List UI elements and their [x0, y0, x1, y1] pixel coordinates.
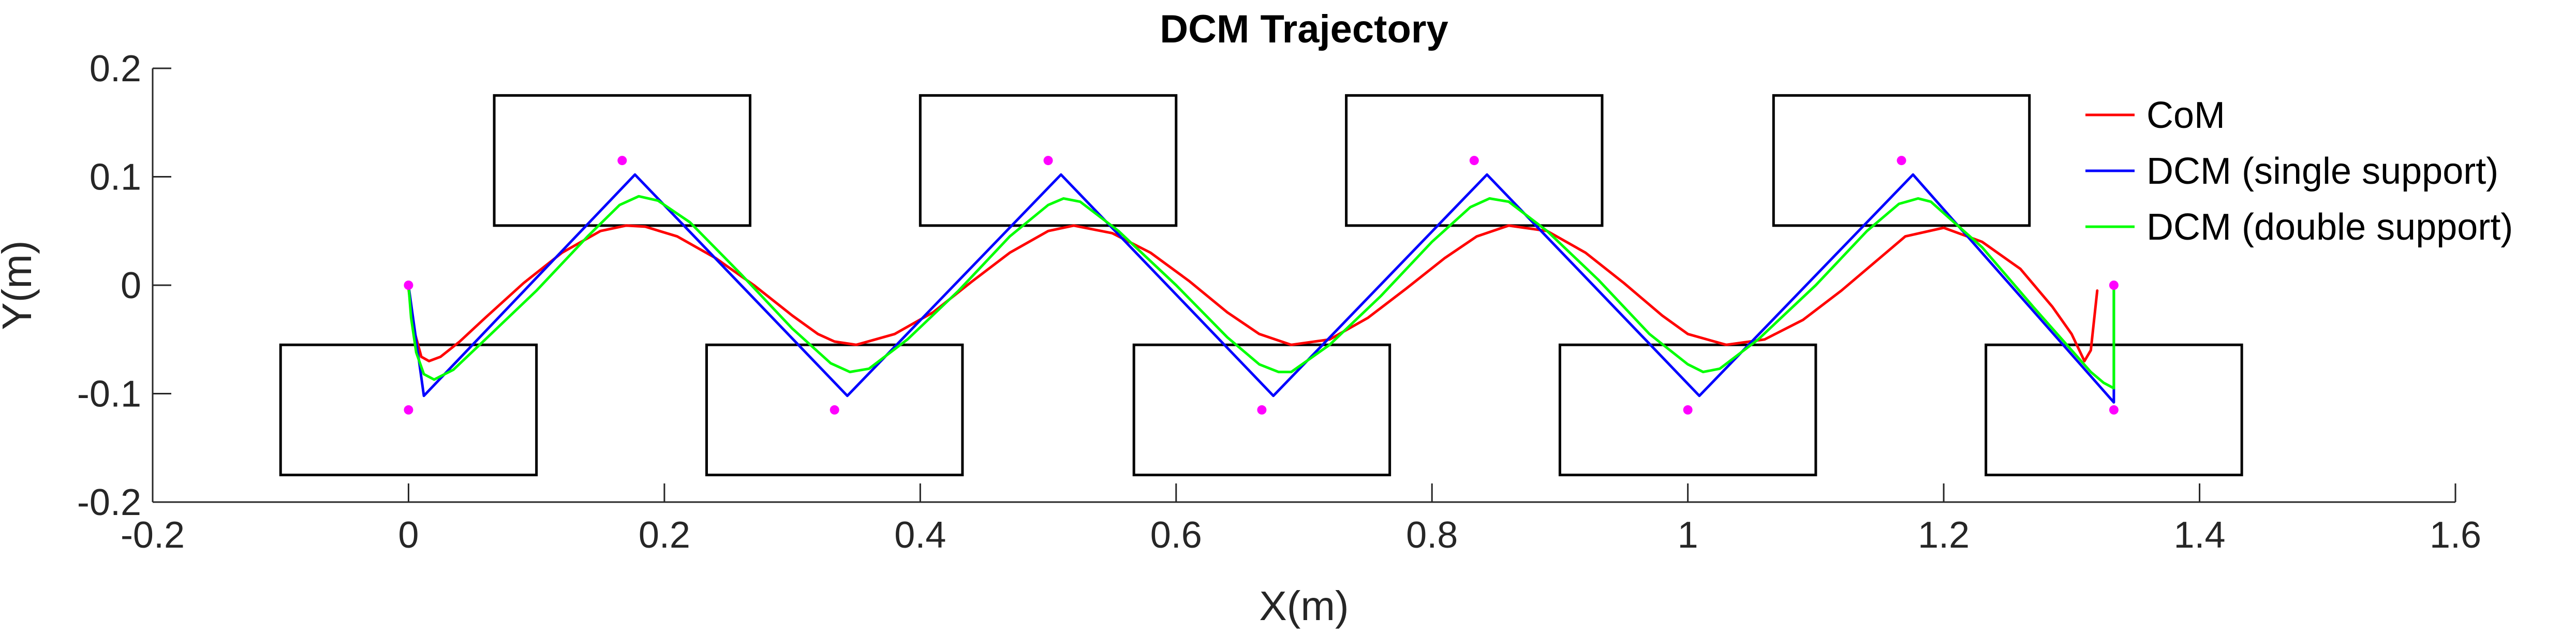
legend: CoM DCM (single support) DCM (double suppo…: [2085, 95, 2513, 248]
chart-title: DCM Trajectory: [1160, 7, 1448, 51]
series-lines: [407, 173, 2115, 404]
x-tick-label: 1.4: [2174, 515, 2226, 556]
x-tick-label: 0: [398, 515, 419, 556]
foot-position-points: [404, 156, 2119, 415]
x-axis-label: X(m): [1259, 583, 1349, 629]
foothold-rect: [1132, 343, 1391, 477]
legend-label: DCM (single support): [2146, 151, 2498, 192]
x-tick-label: 1: [1678, 515, 1698, 556]
foot-position-point: [1683, 405, 1693, 415]
foothold-rect: [919, 94, 1178, 227]
y-tick-label: 0: [121, 265, 141, 306]
x-tick-label: 0.6: [1150, 515, 1202, 556]
foothold-rect: [1345, 94, 1604, 227]
foot-position-point: [617, 156, 627, 166]
foot-position-point: [1257, 405, 1267, 415]
x-tick-label: 1.2: [1918, 515, 1970, 556]
y-axis-label: Y(m): [0, 240, 40, 330]
x-tick-label: 0.2: [639, 515, 690, 556]
foot-position-point: [830, 405, 839, 415]
foothold-rect: [1558, 343, 1817, 477]
series-line-dcm-single-support: [407, 173, 2115, 404]
foot-position-point: [1897, 156, 1906, 166]
x-tick-label: 1.6: [2430, 515, 2481, 556]
legend-label: CoM: [2146, 95, 2225, 136]
foot-position-point: [1469, 156, 1479, 166]
foot-position-point: [404, 405, 413, 415]
x-tick-label: -0.2: [121, 515, 185, 556]
series-line-com: [407, 224, 2099, 363]
x-tick-label: 0.8: [1406, 515, 1458, 556]
y-axis-ticks: -0.2 -0.1 0 0.1 0.2: [77, 48, 171, 523]
x-tick-label: 0.4: [894, 515, 946, 556]
y-tick-label: 0.1: [90, 157, 141, 198]
foothold-rect: [279, 343, 538, 477]
foot-position-point: [2109, 405, 2119, 415]
y-tick-label: 0.2: [90, 48, 141, 90]
foothold-rectangles: [279, 94, 2243, 477]
foothold-rect: [1772, 94, 2031, 227]
foot-position-point: [2109, 281, 2119, 290]
y-tick-label: -0.1: [77, 374, 141, 415]
legend-label: DCM (double support): [2146, 207, 2513, 248]
y-tick-label: -0.2: [77, 482, 141, 523]
x-axis-ticks: -0.2 0 0.2 0.4 0.6 0.8 1 1.2 1.4 1.6: [121, 483, 2481, 556]
foot-position-point: [1043, 156, 1053, 166]
foot-position-point: [404, 281, 413, 290]
series-line-dcm-double-support: [407, 195, 2115, 390]
foothold-rect: [705, 343, 964, 477]
